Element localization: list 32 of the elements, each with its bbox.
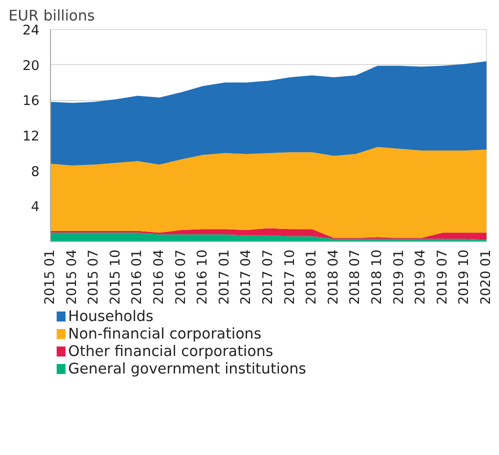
x-tick-label: 2017 01	[217, 249, 232, 305]
x-tick-label: 2018 01	[304, 249, 320, 305]
y-axis-title: EUR billions	[8, 8, 95, 24]
y-tick-label: 12	[22, 130, 40, 144]
y-tick-label: 4	[31, 200, 40, 216]
x-tick-label: 2018 10	[370, 249, 385, 305]
y-tick-label: 20	[22, 58, 40, 74]
legend-label: General government institutions	[68, 360, 306, 378]
x-tick-label: 2017 10	[282, 249, 298, 305]
y-tick-label: 8	[31, 164, 40, 180]
x-tick-label: 2018 07	[348, 249, 364, 305]
x-tick-label: 2019 10	[457, 249, 472, 305]
x-tick-label: 2020 01	[479, 249, 494, 305]
x-tick-label: 2016 01	[130, 249, 146, 305]
x-tick-label: 2015 10	[108, 249, 124, 305]
y-tick-label: 16	[22, 94, 40, 110]
x-tick-label: 2015 04	[64, 249, 80, 305]
x-tick-label: 2017 04	[239, 249, 254, 305]
legend-label: Households	[68, 308, 154, 325]
x-tick-label: 2017 07	[261, 249, 276, 305]
x-tick-label: 2016 07	[174, 249, 189, 305]
legend-label: Non-financial corporations	[68, 326, 262, 342]
x-tick-label: 2015 01	[43, 249, 58, 305]
x-tick-label: 2019 01	[392, 249, 407, 305]
legend-label: Other financial corporations	[68, 343, 274, 360]
x-tick-label: 2015 07	[86, 249, 102, 305]
x-tick-label: 2018 04	[326, 249, 342, 305]
x-tick-label: 2016 10	[196, 249, 211, 305]
x-tick-label: 2016 04	[152, 249, 167, 305]
x-tick-label: 2019 04	[414, 249, 429, 305]
y-tick-label: 24	[22, 24, 40, 38]
x-tick-label: 2019 07	[435, 249, 450, 305]
